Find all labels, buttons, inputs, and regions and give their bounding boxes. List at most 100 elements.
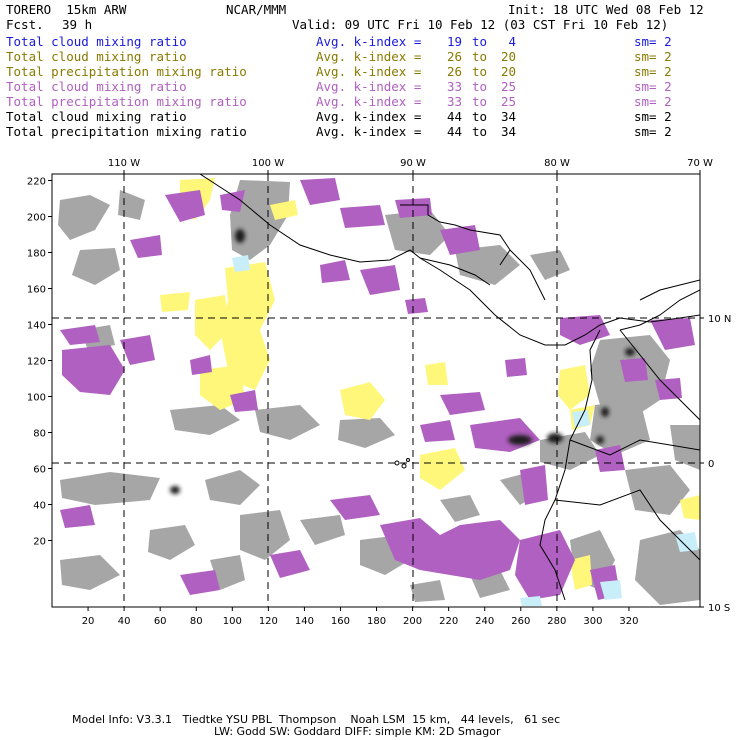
- x-tick-label: 100: [223, 616, 242, 627]
- x-tick-label: 60: [154, 616, 167, 627]
- legend-sm: sm= 2: [634, 94, 672, 109]
- legend-row: Total cloud mixing ratio Avg. k-index = 33…: [0, 79, 740, 94]
- galapagos-island: [406, 458, 410, 462]
- legend-field: Total precipitation mixing ratio: [6, 124, 247, 139]
- legend-field: Total cloud mixing ratio: [6, 109, 187, 124]
- legend-v2: 34: [500, 124, 516, 139]
- legend-avg: Avg. k-index =: [316, 49, 422, 64]
- lat-label: 0: [708, 459, 714, 470]
- legend-v1: 33: [446, 94, 462, 109]
- x-tick-label: 220: [439, 616, 458, 627]
- coastline-caribbean: [619, 289, 700, 331]
- yucatan-coast: [400, 204, 511, 266]
- y-tick-label: 140: [27, 321, 46, 332]
- legend-row: Total precipitation mixing ratio Avg. k-i…: [0, 94, 740, 109]
- legend-sm: sm= 2: [634, 64, 672, 79]
- y-tick-label: 160: [27, 285, 46, 296]
- lat-label: 10 S: [708, 603, 730, 614]
- x-tick-label: 200: [403, 616, 422, 627]
- legend-v1: 19: [446, 34, 462, 49]
- coastline-north: [199, 174, 700, 346]
- x-tick-label: 20: [82, 616, 95, 627]
- legend-field: Total cloud mixing ratio: [6, 34, 187, 49]
- x-tick-label: 180: [367, 616, 386, 627]
- legend-avg: Avg. k-index =: [316, 94, 422, 109]
- y-tick-label: 60: [33, 465, 46, 476]
- legend-v1: 33: [446, 79, 462, 94]
- y-tick-label: 180: [27, 249, 46, 260]
- x-tick-label: 120: [259, 616, 278, 627]
- legend-row: Total precipitation mixing ratio Avg. k-i…: [0, 64, 740, 79]
- legend-avg: Avg. k-index =: [316, 79, 422, 94]
- legend-to: to: [472, 109, 488, 124]
- x-tick-label: 40: [118, 616, 131, 627]
- legend-sm: sm= 2: [634, 109, 672, 124]
- legend-avg: Avg. k-index =: [316, 109, 422, 124]
- y-tick-label: 220: [27, 177, 46, 188]
- legend-to: to: [472, 49, 488, 64]
- legend-row: Total cloud mixing ratio Avg. k-index = 26…: [0, 49, 740, 64]
- border-central-america: [419, 257, 491, 286]
- init-time: Init: 18 UTC Wed 08 Feb 12: [508, 2, 704, 17]
- legend-to: to: [472, 79, 488, 94]
- legend-avg: Avg. k-index =: [316, 34, 422, 49]
- lon-label: 110 W: [108, 158, 140, 169]
- legend-field: Total precipitation mixing ratio: [6, 64, 247, 79]
- x-tick-label: 300: [583, 616, 602, 627]
- legend-to: to: [472, 64, 488, 79]
- lat-label: 10 N: [708, 314, 731, 325]
- x-tick-label: 280: [547, 616, 566, 627]
- legend-sm: sm= 2: [634, 124, 672, 139]
- border-1: [619, 329, 700, 421]
- x-tick-label: 160: [331, 616, 350, 627]
- physics-info: LW: Godd SW: Goddard DIFF: simple KM: 2D…: [214, 725, 501, 738]
- legend-v2: 34: [500, 109, 516, 124]
- legend-row: Total cloud mixing ratio Avg. k-index = 44…: [0, 109, 740, 124]
- legend-v2: 20: [500, 64, 516, 79]
- legend-v2: 25: [500, 94, 516, 109]
- legend-to: to: [472, 34, 488, 49]
- border-nicaragua: [509, 249, 546, 301]
- coastlines: [199, 174, 700, 601]
- forecast-label: Fcst.: [6, 17, 44, 32]
- legend-v1: 44: [446, 109, 462, 124]
- gray-cloud-areas: [58, 180, 700, 605]
- legend-to: to: [472, 124, 488, 139]
- valid-time: Valid: 09 UTC Fri 10 Feb 12 (03 CST Fri …: [292, 17, 669, 32]
- dark-cloud-cores: [170, 229, 635, 494]
- galapagos-island: [401, 463, 407, 469]
- y-tick-label: 40: [33, 501, 46, 512]
- legend-v1: 44: [446, 124, 462, 139]
- y-tick-label: 100: [27, 393, 46, 404]
- model-info: Model Info: V3.3.1 Tiedtke YSU PBL Thomp…: [72, 713, 561, 726]
- legend-v1: 26: [446, 64, 462, 79]
- institution: NCAR/MMM: [226, 2, 287, 17]
- legend-v2: 20: [500, 49, 516, 64]
- legend-row: Total cloud mixing ratio Avg. k-index = 19…: [0, 34, 740, 49]
- lon-label: 100 W: [252, 158, 284, 169]
- lat-lon-grid: [52, 174, 700, 607]
- legend-v1: 26: [446, 49, 462, 64]
- y-axis-ticks: 220 200 180 160 140 120 100 80 60 40 20: [27, 177, 52, 548]
- model-name: TORERO 15km ARW: [6, 2, 127, 17]
- purple-cloud-areas: [60, 178, 695, 600]
- galapagos-island: [394, 460, 400, 466]
- field-shading: [58, 178, 700, 606]
- legend-sm: sm= 2: [634, 34, 672, 49]
- x-axis-ticks: 20 40 60 80 100 120 140 160 180 200 220 240 260 280 30…: [82, 607, 639, 627]
- y-tick-label: 120: [27, 357, 46, 368]
- legend-v2: 4: [508, 34, 516, 49]
- y-tick-label: 200: [27, 213, 46, 224]
- x-tick-label: 260: [511, 616, 530, 627]
- legend-v2: 25: [500, 79, 516, 94]
- forecast-hour: 39 h: [62, 17, 93, 32]
- lon-label: 70 W: [687, 158, 713, 169]
- legend-to: to: [472, 94, 488, 109]
- legend-row: Total precipitation mixing ratio Avg. k-i…: [0, 124, 740, 139]
- y-tick-label: 20: [33, 537, 46, 548]
- x-tick-label: 320: [619, 616, 638, 627]
- caribbean-island: [639, 279, 700, 301]
- legend-field: Total precipitation mixing ratio: [6, 94, 247, 109]
- border-2: [569, 439, 700, 456]
